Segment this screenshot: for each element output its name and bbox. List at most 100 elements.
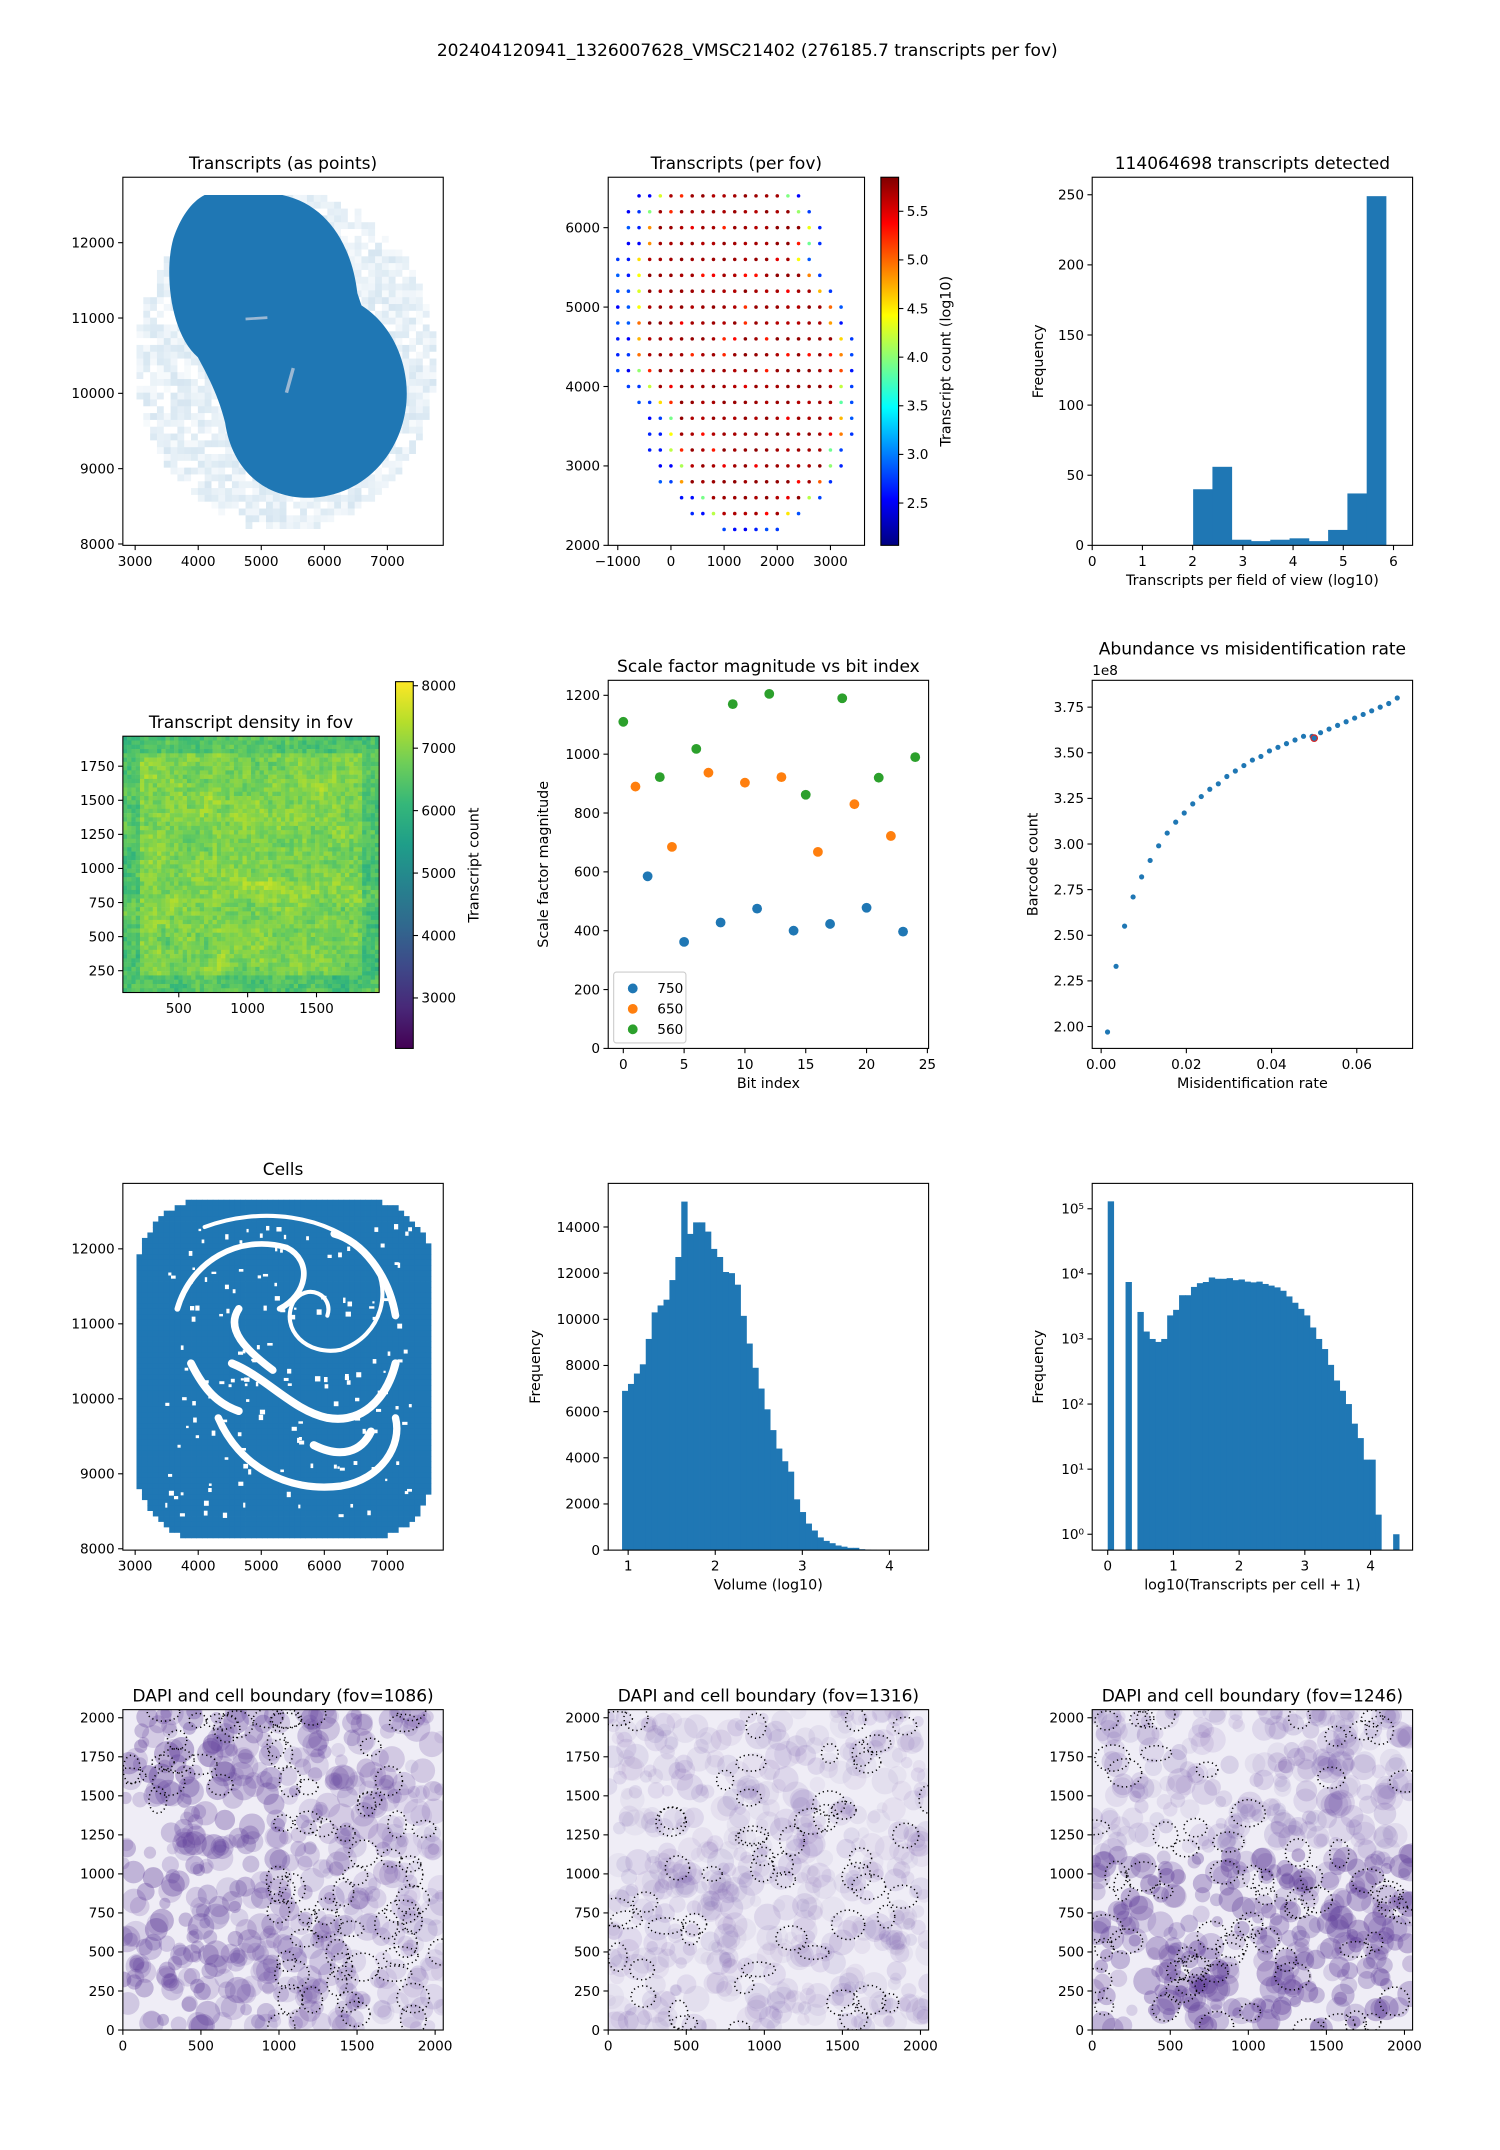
heatmap-cell (255, 774, 260, 780)
heatmap-cell (319, 774, 324, 780)
heatmap-cell (225, 941, 230, 946)
heatmap-cell (191, 889, 196, 895)
transcript-point-halo (429, 338, 437, 345)
heatmap-cell (225, 766, 230, 771)
fov-point (786, 352, 790, 357)
heatmap-cell (336, 885, 341, 891)
fov-point (669, 273, 673, 278)
heatmap-cell (289, 868, 295, 874)
heatmap-cell (233, 753, 239, 758)
heatmap-cell (144, 894, 149, 899)
plot-area (136, 194, 437, 529)
heatmap-cell (221, 898, 226, 904)
heatmap-cell (174, 817, 179, 822)
heatmap-cell (272, 766, 277, 771)
heatmap-cell (135, 813, 141, 818)
heatmap-cell (370, 936, 376, 942)
fov-point (658, 257, 663, 262)
heatmap-cell (178, 941, 183, 946)
fov-point (722, 305, 726, 309)
heatmap-cell (139, 864, 145, 869)
heatmap-cell (242, 941, 248, 946)
heatmap-cell (349, 825, 354, 831)
transcript-point-halo (375, 474, 382, 482)
heatmap-cell (191, 766, 196, 771)
heatmap-cell (280, 761, 286, 767)
heatmap-cell (357, 924, 363, 929)
fov-point (775, 273, 780, 278)
heatmap-cell (293, 808, 299, 814)
transcript-point-halo (177, 419, 185, 427)
heatmap-cell (310, 898, 316, 904)
transcript-point-halo (422, 392, 430, 400)
heatmap-cell (242, 945, 248, 951)
heatmap-cell (195, 945, 201, 951)
heatmap-cell (353, 753, 359, 758)
heatmap-cell (161, 800, 166, 805)
heatmap-cell (340, 787, 346, 793)
heatmap-cell (157, 877, 162, 882)
heatmap-cell (332, 868, 337, 874)
heatmap-cell (353, 877, 359, 882)
heatmap-cell (315, 813, 320, 818)
heatmap-cell (195, 924, 201, 929)
heatmap-cell (199, 898, 205, 904)
heatmap-cell (366, 736, 371, 741)
heatmap-cell (323, 838, 329, 844)
heatmap-cell (298, 821, 303, 827)
heatmap-cell (362, 749, 367, 754)
heatmap-cell (251, 834, 256, 840)
heatmap-cell (212, 834, 218, 840)
heatmap-cell (251, 855, 256, 861)
heatmap-cell (280, 749, 286, 754)
heatmap-cell (340, 881, 346, 886)
heatmap-cell (165, 825, 171, 831)
heatmap-cell (216, 877, 222, 882)
transcript-point-halo (368, 474, 376, 482)
fov-point (616, 352, 620, 357)
heatmap-cell (195, 753, 201, 758)
heatmap-cell (332, 821, 337, 827)
transcript-point-halo (354, 501, 362, 509)
heatmap-cell (122, 949, 128, 955)
heatmap-cell (238, 838, 243, 844)
heatmap-cell (148, 877, 154, 882)
fov-point (669, 257, 673, 262)
transcript-point-halo (218, 453, 226, 461)
transcript-point-halo (245, 508, 253, 516)
fov-point (711, 416, 716, 421)
fov-point (732, 225, 737, 230)
heatmap-cell (280, 855, 286, 861)
fov-point (690, 257, 694, 262)
heatmap-cell (293, 736, 299, 741)
heatmap-cell (370, 877, 376, 882)
fov-point (722, 194, 726, 198)
fov-point (679, 210, 684, 214)
heatmap-cell (336, 932, 341, 938)
heatmap-cell (122, 808, 128, 814)
heatmap-cell (182, 932, 188, 938)
heatmap-cell (229, 800, 235, 805)
heatmap-cell (182, 860, 188, 865)
heatmap-cell (315, 936, 320, 942)
heatmap-cell (165, 796, 171, 801)
fov-point (658, 337, 663, 341)
transcript-point-halo (252, 501, 260, 509)
heatmap-cell (251, 817, 256, 822)
heatmap-cell (349, 855, 354, 861)
heatmap-cell (122, 838, 128, 844)
heatmap-cell (204, 796, 209, 801)
heatmap-cell (353, 817, 359, 822)
heatmap-cell (344, 949, 350, 955)
heatmap-cell (319, 911, 324, 916)
heatmap-cell (178, 954, 183, 959)
heatmap-cell (199, 787, 205, 793)
heatmap-cell (362, 889, 367, 895)
heatmap-cell (353, 757, 359, 763)
fov-point (690, 511, 694, 516)
heatmap-cell (302, 911, 307, 916)
fov-point (743, 527, 748, 532)
heatmap-cell (349, 868, 354, 874)
heatmap-cell (199, 834, 205, 840)
transcript-point-halo (211, 474, 219, 482)
